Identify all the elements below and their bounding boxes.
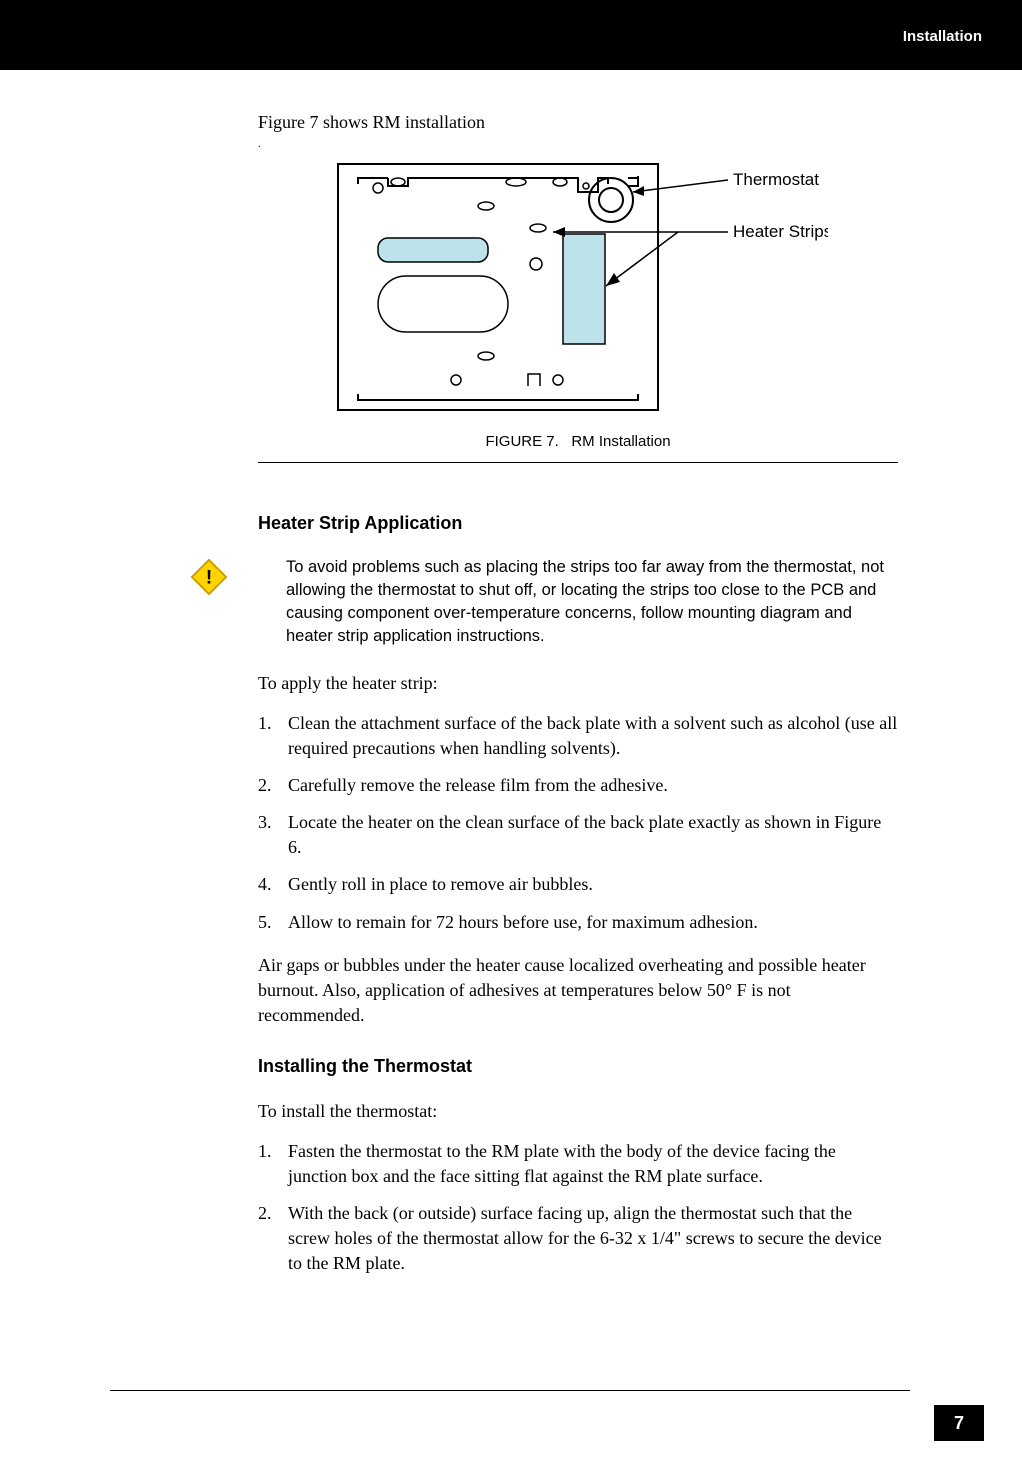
page: Installation Figure 7 shows RM installat… [0,0,1022,1461]
list-item: Allow to remain for 72 hours before use,… [258,910,898,935]
figure-caption: FIGURE 7. RM Installation [258,433,898,450]
figure-caption-prefix: FIGURE 7. [485,433,558,450]
label-thermostat: Thermostat [733,170,819,189]
list-item: With the back (or outside) surface facin… [258,1201,898,1277]
list-item: Fasten the thermostat to the RM plate wi… [258,1139,898,1189]
list-item: Gently roll in place to remove air bubbl… [258,872,898,897]
header-bar: Installation [0,0,1022,70]
heater-strip-left [378,238,488,262]
caution-icon: ! [190,558,228,596]
figure-7: Thermostat Heater Strips FIGURE 7. RM In… [258,156,898,463]
content-column: Figure 7 shows RM installation . [258,110,898,1295]
plate-oval [378,276,508,332]
rm-installation-svg: Thermostat Heater Strips [328,156,828,416]
footer-rule [110,1390,910,1391]
heading-heater-strip: Heater Strip Application [258,513,898,534]
heater-steps: Clean the attachment surface of the back… [258,711,898,935]
heading-thermostat: Installing the Thermostat [258,1056,898,1077]
heater-trail: Air gaps or bubbles under the heater cau… [258,953,898,1029]
figure-rule [258,462,898,463]
header-section-label: Installation [903,28,982,45]
warning-block: ! To avoid problems such as placing the … [258,556,898,647]
figure-caption-title: RM Installation [571,433,670,450]
page-number-value: 7 [954,1413,964,1434]
heater-strip-right [563,234,605,344]
tiny-mark: . [258,140,898,150]
list-item: Clean the attachment surface of the back… [258,711,898,761]
heater-lead: To apply the heater strip: [258,671,898,696]
page-number: 7 [934,1405,984,1441]
list-item: Locate the heater on the clean surface o… [258,810,898,860]
label-heater-strips: Heater Strips [733,222,828,241]
svg-text:!: ! [206,568,212,589]
list-item: Carefully remove the release film from t… [258,773,898,798]
figure-intro: Figure 7 shows RM installation [258,110,898,134]
figure-diagram: Thermostat Heater Strips [328,156,828,421]
thermostat-steps: Fasten the thermostat to the RM plate wi… [258,1139,898,1277]
thermostat-lead: To install the thermostat: [258,1099,898,1124]
warning-text: To avoid problems such as placing the st… [286,556,898,647]
